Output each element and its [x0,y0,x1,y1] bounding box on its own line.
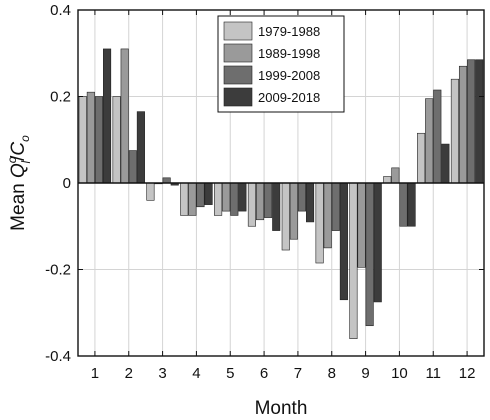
bar-1999-2008-month-2 [128,150,137,184]
bar-1989-1998-month-2 [120,48,129,184]
y-tick-label: -0.2 [45,262,71,279]
bar-1989-1998-month-5 [222,182,231,212]
bar-1999-2008-month-7 [297,182,307,212]
bar-1979-1988-month-9 [349,182,358,339]
x-tick-label: 4 [192,365,200,382]
y-axis-title-prefix: Mean [8,178,29,231]
bar-1999-2008-month-1 [94,96,104,184]
bar-2009-2018-month-1 [103,48,112,184]
y-axis-title: Mean Qol/Co [5,135,33,231]
y-tick-label: -0.4 [45,348,71,365]
legend-swatch [223,21,253,41]
legend: 1979-1988 1989-1998 1999-2008 2009-2018 [217,15,345,113]
bar-1979-1988-month-10 [383,176,392,184]
x-tick-label: 11 [425,365,441,382]
x-tick-label: 3 [158,365,166,382]
bar-1989-1998-month-7 [289,182,298,240]
bar-2009-2018-month-5 [238,182,247,212]
bar-2009-2018-month-9 [373,182,382,303]
bar-1999-2008-month-4 [196,182,205,208]
legend-label: 1979-1988 [258,24,320,39]
legend-swatch [223,87,253,107]
x-tick-label: 8 [328,365,336,382]
bars [78,48,484,339]
x-tick-label: 9 [361,365,369,382]
bar-1979-1988-month-11 [417,132,426,184]
legend-swatch [223,43,253,63]
y-tick-label: 0.2 [50,89,71,106]
legend-label: 1999-2008 [258,68,320,83]
legend-swatch [223,65,253,85]
bar-1989-1998-month-10 [391,167,400,184]
x-tick-label: 2 [125,365,133,382]
bar-1979-1988-month-2 [112,96,121,184]
x-tick-label: 6 [260,365,268,382]
bar-1989-1998-month-8 [323,182,332,249]
bar-1989-1998-month-9 [357,182,366,268]
bar-1979-1988-month-6 [247,182,256,227]
bar-1989-1998-month-4 [188,182,197,216]
x-axis-ticks: 1 2 3 4 5 6 7 8 9 10 11 12 [91,10,476,382]
bar-1979-1988-month-5 [214,182,223,216]
bar-2009-2018-month-12 [475,59,484,184]
legend-label: 1989-1998 [258,46,320,61]
bar-2009-2018-month-10 [407,182,416,227]
bar-1979-1988-month-7 [281,182,290,251]
x-axis-title: Month [255,398,308,419]
bar-1999-2008-month-9 [365,182,374,327]
bar-1999-2008-month-11 [433,89,442,184]
bar-1979-1988-month-3 [146,182,155,201]
bar-1989-1998-month-1 [86,91,95,184]
x-tick-label: 1 [91,365,99,382]
bar-1989-1998-month-12 [458,65,468,184]
x-tick-label: 12 [459,365,476,382]
bar-1979-1988-month-8 [315,182,324,264]
bar-1999-2008-month-6 [264,182,273,218]
bar-2009-2018-month-4 [204,182,213,205]
y-tick-label: 0.4 [50,2,71,19]
bar-1989-1998-month-6 [255,182,265,221]
bar-1979-1988-month-1 [78,96,87,184]
bar-2009-2018-month-6 [272,182,281,231]
bar-1979-1988-month-12 [450,78,459,184]
legend-label: 2009-2018 [258,90,320,105]
bar-2009-2018-month-8 [339,182,348,301]
bar-2009-2018-month-7 [306,182,315,223]
bar-1999-2008-month-5 [230,182,239,216]
y-axis-ticks: -0.4 -0.2 0 0.2 0.4 [45,2,484,365]
bar-2009-2018-month-2 [136,111,145,184]
bar-2009-2018-month-11 [441,143,450,184]
bar-1989-1998-month-11 [425,98,434,184]
bar-1999-2008-month-10 [399,182,408,227]
x-tick-label: 5 [226,365,234,382]
bar-1999-2008-month-12 [467,59,476,184]
x-tick-label: 10 [391,365,408,382]
bar-1979-1988-month-4 [180,182,189,216]
y-tick-label: 0 [63,175,71,192]
x-tick-label: 7 [294,365,302,382]
bar-1999-2008-month-8 [331,182,340,231]
